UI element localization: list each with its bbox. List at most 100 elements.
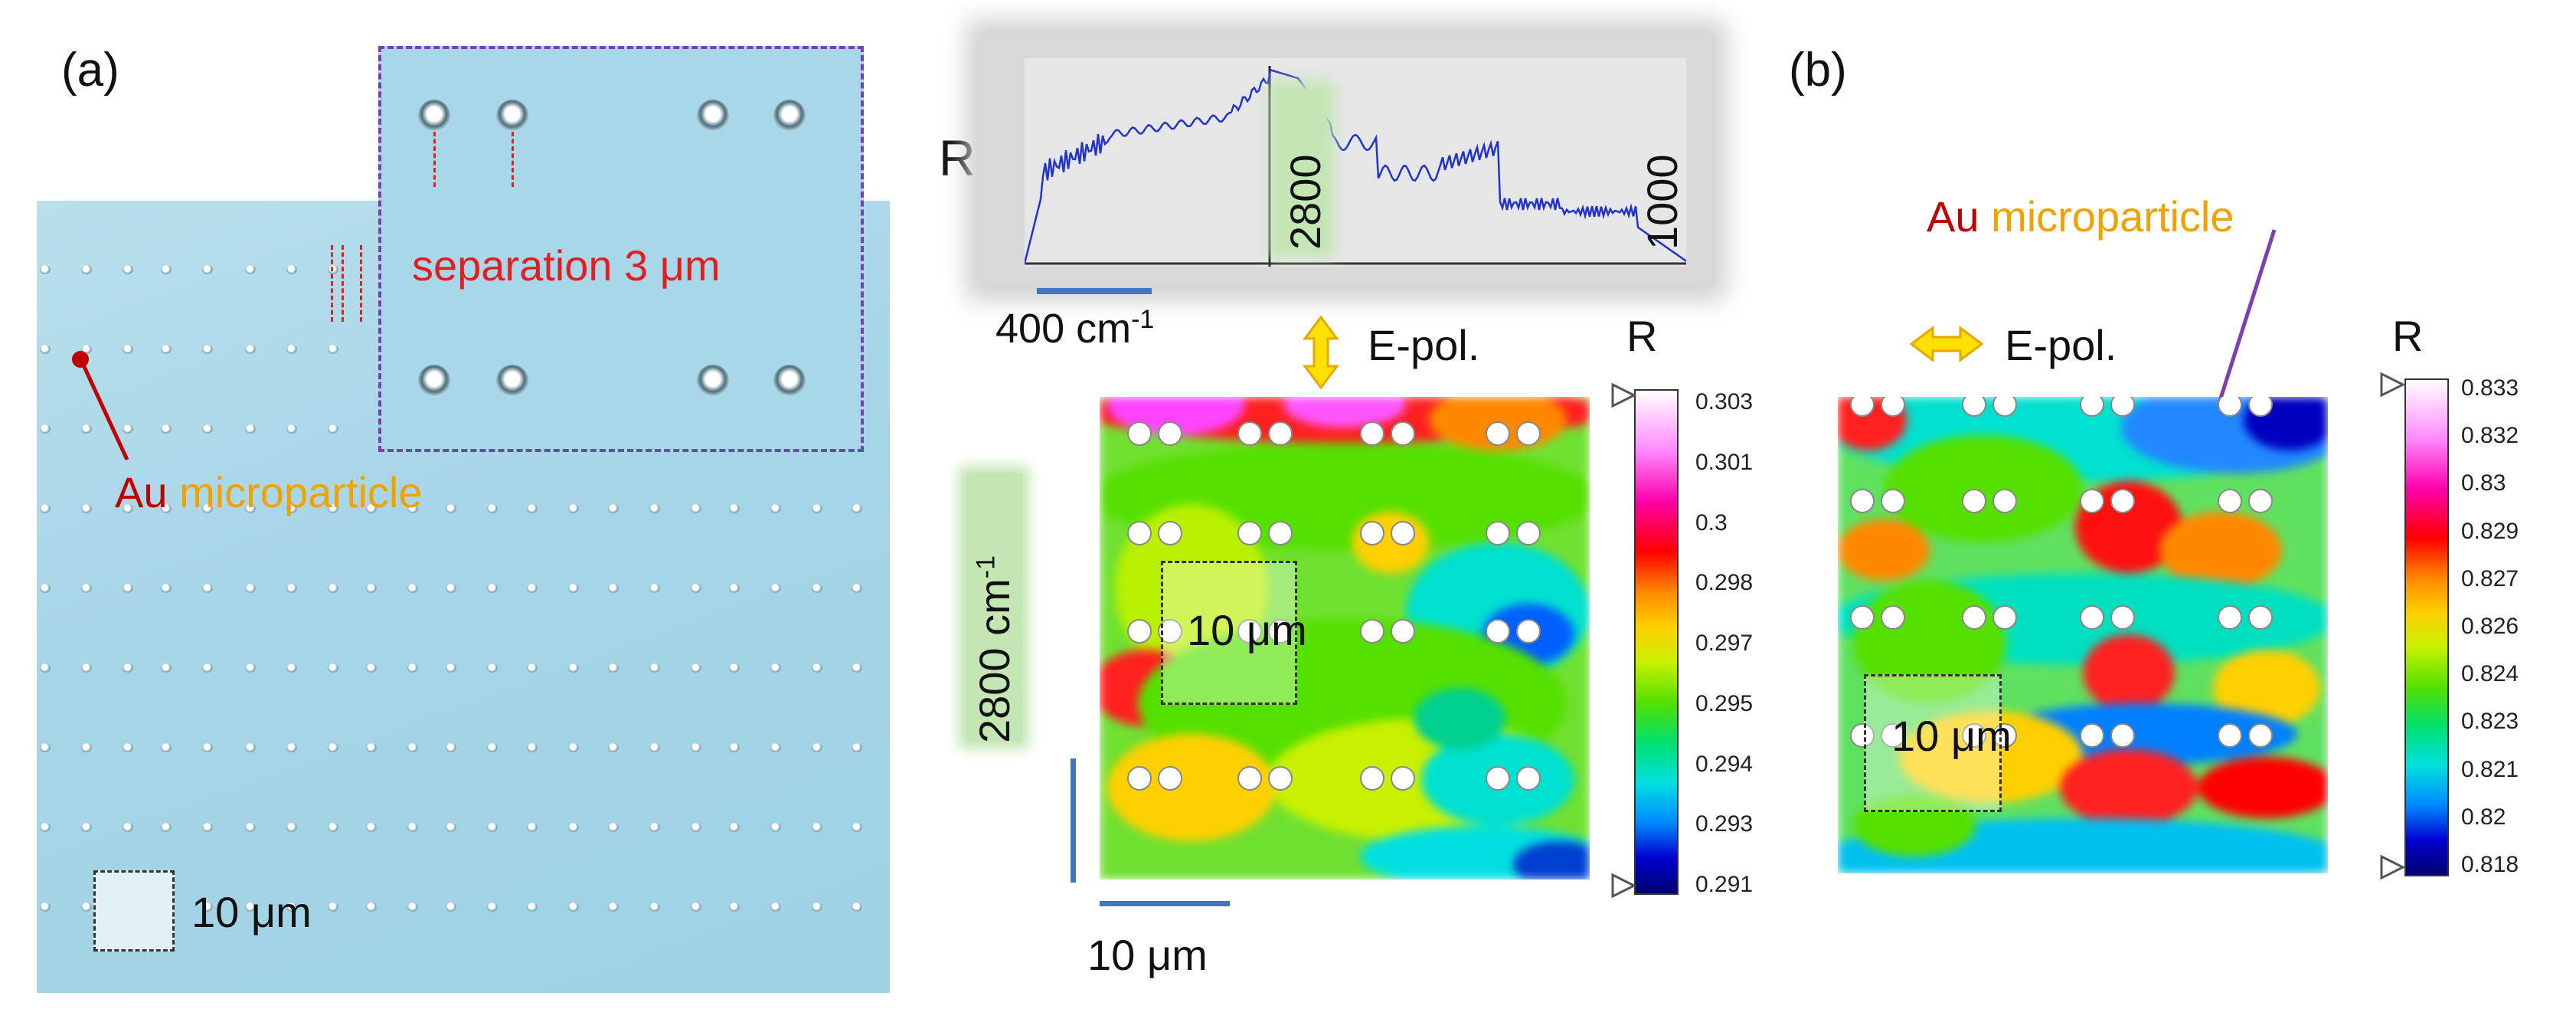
particle-dot: [81, 823, 92, 832]
row-label: 2800 cm-1: [969, 555, 1019, 743]
particle-dot: [40, 265, 51, 274]
colorbar-b: [2404, 378, 2449, 876]
particle-dot: [40, 424, 51, 434]
particle-dot: [328, 743, 338, 752]
map-region: [1107, 734, 1276, 841]
particle-dot: [487, 504, 498, 513]
particle-dot: [366, 663, 377, 673]
particle-dot: [729, 663, 740, 673]
particle-marker: [1962, 397, 1986, 417]
particle-dot: [123, 663, 133, 673]
colorbar-tick-label: 0.829: [2461, 518, 2519, 544]
particle-marker: [2218, 605, 2242, 630]
particle-dot: [123, 265, 133, 274]
particle-dot: [852, 584, 862, 593]
map-a-horizontal-scale: [1100, 901, 1230, 906]
colorbar-a-arrows: [1611, 382, 1637, 899]
particle-dot: [568, 743, 579, 752]
spectrum-y-label: R: [939, 129, 976, 186]
particle-marker: [1486, 766, 1510, 791]
particle-dot: [328, 663, 338, 673]
particle: [496, 100, 528, 132]
particle-dot: [568, 504, 579, 513]
spectrum-svg: [1025, 66, 1686, 267]
particle-dot: [328, 345, 338, 354]
particle-dot: [568, 823, 579, 832]
particle-marker: [1127, 521, 1152, 545]
particle-dot: [691, 823, 701, 832]
particle: [496, 365, 528, 397]
map-region: [1414, 688, 1505, 749]
particle-marker: [1127, 619, 1152, 644]
particle-dot: [245, 584, 256, 593]
particle-dot: [286, 743, 297, 752]
particle-dot: [729, 823, 740, 832]
particle-dot: [852, 743, 862, 752]
particle-dot: [608, 584, 619, 593]
particle: [418, 100, 450, 132]
particle-marker: [2218, 723, 2242, 748]
particle-dot: [649, 504, 660, 513]
particle-marker: [1516, 766, 1541, 791]
particle-marker: [1127, 766, 1152, 791]
particle-dot: [487, 823, 498, 832]
marker-2800-bg: [1277, 89, 1326, 250]
particle-marker: [1962, 723, 1986, 748]
particle-dot: [202, 424, 213, 434]
colorbar-tick-label: 0.824: [2461, 661, 2519, 687]
particle-dot: [328, 265, 338, 274]
particle-marker: [2218, 397, 2242, 417]
particle-dot: [40, 743, 51, 752]
particle-dot: [852, 663, 862, 673]
particle-dot: [649, 743, 660, 752]
particle-dot: [202, 265, 213, 274]
particle-dot: [40, 345, 51, 354]
particle-dot: [852, 902, 862, 912]
particle-marker: [1850, 397, 1875, 417]
particle-dot: [527, 504, 538, 513]
particle-dot: [649, 823, 660, 832]
particle-marker: [1992, 723, 2017, 748]
particle-dot: [770, 743, 781, 752]
particle-marker: [1237, 521, 1262, 545]
particle-dot: [286, 584, 297, 593]
particle-dot: [40, 902, 51, 912]
particle-dot: [812, 504, 822, 513]
scale-label: 10 μm: [191, 888, 312, 936]
particle-dot: [40, 584, 51, 593]
particle-dot: [527, 902, 538, 912]
particle-dot: [608, 902, 619, 912]
colorbar-tick-label: 0.297: [1695, 631, 1754, 656]
particle-dot: [286, 424, 297, 434]
colorbar-tick-label: 0.295: [1695, 690, 1754, 716]
particle-marker: [1360, 766, 1384, 791]
particle-dot: [527, 823, 538, 832]
particle-marker: [1850, 605, 1875, 630]
particle-marker: [2080, 397, 2104, 417]
map-a-vertical-scale: [1071, 758, 1076, 883]
particle-dot: [286, 345, 297, 354]
cbar-a-title: R: [1626, 312, 1658, 360]
particle-dot: [366, 743, 377, 752]
particle-dot: [123, 424, 133, 434]
separation-marker: [360, 245, 362, 322]
scale-box: [93, 870, 175, 952]
particle-marker: [2248, 397, 2273, 417]
particle-dot: [245, 743, 256, 752]
particle-marker: [1516, 619, 1541, 644]
colorbar-tick-label: 0.293: [1695, 811, 1754, 837]
particle-dot: [40, 504, 51, 513]
separation-marker: [433, 132, 436, 187]
colorbar-tick-label: 0.823: [2461, 709, 2519, 735]
colorbar-tick-label: 0.833: [2461, 375, 2519, 401]
particle-dot: [729, 504, 740, 513]
particle-dot: [81, 424, 92, 434]
particle-dot: [446, 663, 456, 673]
particle-marker: [1360, 619, 1384, 644]
particle-marker: [1237, 619, 1262, 644]
particle-dot: [286, 265, 297, 274]
spectrum-scale-bar: [1037, 288, 1152, 294]
particle-dot: [691, 743, 701, 752]
particle-dot: [691, 902, 701, 912]
separation-marker: [342, 245, 344, 322]
